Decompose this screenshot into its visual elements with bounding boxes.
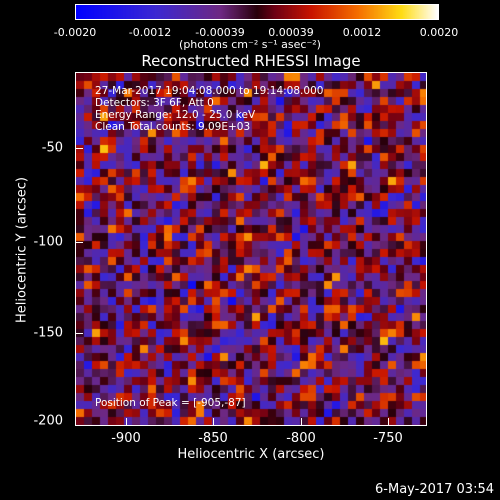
- y-tick-label: -100: [33, 234, 63, 250]
- x-tick-mark: [126, 418, 127, 426]
- y-tick-label: -200: [33, 413, 63, 429]
- image-map: [76, 73, 426, 425]
- x-tick-mark: [301, 418, 302, 426]
- colorbar-units: (photons cm⁻² s⁻¹ asec⁻²): [179, 38, 321, 51]
- y-tick-label: -50: [41, 140, 63, 156]
- y-tick-mark: [75, 333, 83, 334]
- colorbar-tick: 0.0020: [419, 26, 459, 39]
- y-axis-label: Heliocentric Y (arcsec): [14, 177, 30, 323]
- annotation-energy: Energy Range: 12.0 - 25.0 keV: [95, 109, 256, 121]
- colorbar: [75, 4, 439, 20]
- annotation-method: Clean Total counts: 9.09E+03: [95, 121, 251, 133]
- annotation-time: 27-Mar-2017 19:04:08.000 to 19:14:08.000: [95, 85, 324, 97]
- y-tick-label: -150: [33, 325, 63, 341]
- y-tick-mark: [75, 148, 83, 149]
- colorbar-tick: -0.00039: [195, 26, 245, 39]
- x-tick-mark: [388, 418, 389, 426]
- colorbar-gradient: [76, 5, 438, 19]
- colorbar-tick: 0.00039: [268, 26, 314, 39]
- colorbar-tick: 0.0012: [342, 26, 382, 39]
- datestamp: 6-May-2017 03:54: [375, 482, 494, 497]
- image-title: Reconstructed RHESSI Image: [141, 52, 361, 70]
- x-tick-label: -900: [111, 431, 141, 446]
- annotation-peak: Position of Peak = [-905,-87]: [95, 397, 246, 409]
- colorbar-tick: -0.0012: [128, 26, 172, 39]
- x-tick-label: -850: [198, 431, 228, 446]
- x-tick-label: -750: [373, 431, 403, 446]
- x-tick-mark: [213, 418, 214, 426]
- annotation-detectors: Detectors: 3F 6F, Att 0: [95, 97, 214, 109]
- x-tick-label: -800: [286, 431, 316, 446]
- x-axis-label: Heliocentric X (arcsec): [177, 447, 325, 462]
- colorbar-tick: -0.0020: [53, 26, 97, 39]
- y-tick-mark: [75, 242, 83, 243]
- reconstructed-image: [75, 72, 427, 426]
